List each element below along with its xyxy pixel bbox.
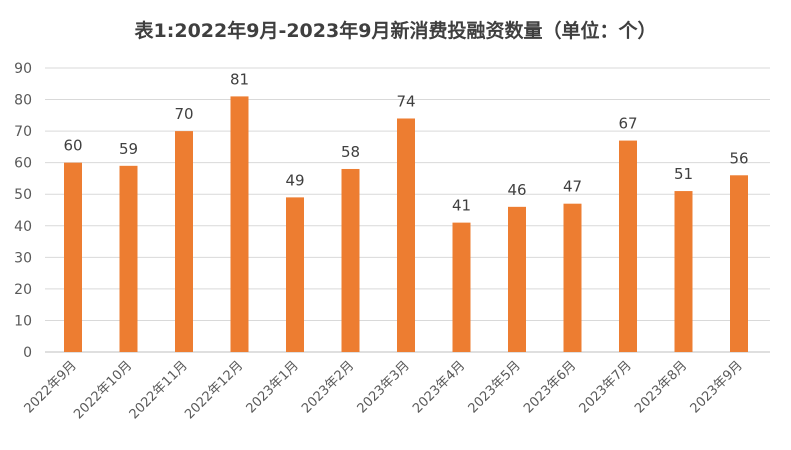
x-tick-label: 2023年6月 (521, 358, 579, 416)
x-tick-label: 2022年10月 (71, 358, 135, 422)
data-label: 47 (563, 178, 582, 196)
x-tick-label: 2023年4月 (410, 358, 468, 416)
bar (397, 118, 415, 352)
x-tick-label: 2023年1月 (244, 358, 302, 416)
y-tick-label: 40 (14, 219, 32, 235)
data-label: 74 (396, 92, 415, 110)
data-label: 67 (618, 115, 637, 133)
x-tick-label: 2023年8月 (632, 358, 690, 416)
bar (64, 162, 82, 352)
data-label: 60 (63, 137, 82, 155)
bar (674, 191, 693, 352)
bar (452, 222, 471, 352)
x-tick-label: 2022年9月 (22, 358, 80, 416)
bar (341, 168, 360, 352)
data-label: 41 (452, 197, 471, 215)
x-tick-label: 2022年12月 (182, 358, 246, 422)
data-label: 51 (674, 165, 693, 183)
chart-title: 表1:2022年9月-2023年9月新消费投融资数量（单位：个） (134, 20, 657, 42)
y-tick-label: 10 (14, 313, 32, 329)
data-label: 58 (341, 143, 360, 161)
bar (286, 197, 304, 352)
y-tick-label: 70 (14, 124, 32, 140)
y-tick-label: 80 (14, 93, 32, 109)
bar (563, 203, 582, 352)
x-tick-label: 2023年7月 (577, 358, 635, 416)
bar (730, 175, 748, 352)
data-label: 59 (119, 140, 138, 158)
y-tick-label: 0 (23, 345, 32, 361)
bar (619, 140, 637, 352)
y-tick-label: 30 (14, 250, 32, 266)
bar (508, 206, 526, 352)
bar (230, 96, 249, 353)
bar (119, 165, 138, 352)
x-tick-label: 2023年9月 (688, 358, 746, 416)
y-tick-label: 90 (14, 61, 32, 77)
x-tick-label: 2023年5月 (466, 358, 524, 416)
bar (175, 131, 193, 352)
x-tick-label: 2023年2月 (299, 358, 357, 416)
data-label: 46 (507, 181, 526, 199)
y-tick-label: 20 (14, 282, 32, 298)
y-tick-label: 60 (14, 156, 32, 172)
data-label: 56 (729, 149, 748, 167)
x-tick-label: 2023年3月 (355, 358, 413, 416)
data-label: 70 (174, 105, 193, 123)
x-tick-label: 2022年11月 (127, 358, 191, 422)
y-tick-label: 50 (14, 187, 32, 203)
data-label: 49 (285, 171, 304, 189)
data-label: 81 (230, 70, 249, 88)
